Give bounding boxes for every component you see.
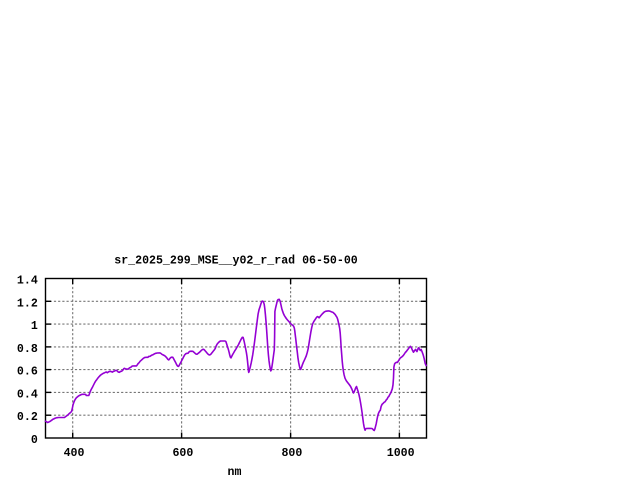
svg-text:1: 1 (31, 320, 38, 333)
svg-text:0.8: 0.8 (17, 343, 38, 356)
svg-text:800: 800 (281, 447, 302, 460)
svg-text:sr_2025_299_MSE__y02_r_rad 06-: sr_2025_299_MSE__y02_r_rad 06-50-00 (114, 255, 358, 268)
svg-text:0.4: 0.4 (17, 388, 38, 401)
svg-text:0: 0 (31, 434, 38, 447)
svg-text:0.2: 0.2 (17, 411, 38, 424)
svg-text:0.6: 0.6 (17, 366, 38, 379)
svg-text:1.4: 1.4 (17, 275, 38, 288)
svg-text:600: 600 (172, 447, 193, 460)
svg-text:400: 400 (64, 447, 85, 460)
svg-text:1000: 1000 (387, 447, 415, 460)
svg-text:1.2: 1.2 (17, 297, 38, 310)
svg-text:nm: nm (228, 466, 242, 479)
